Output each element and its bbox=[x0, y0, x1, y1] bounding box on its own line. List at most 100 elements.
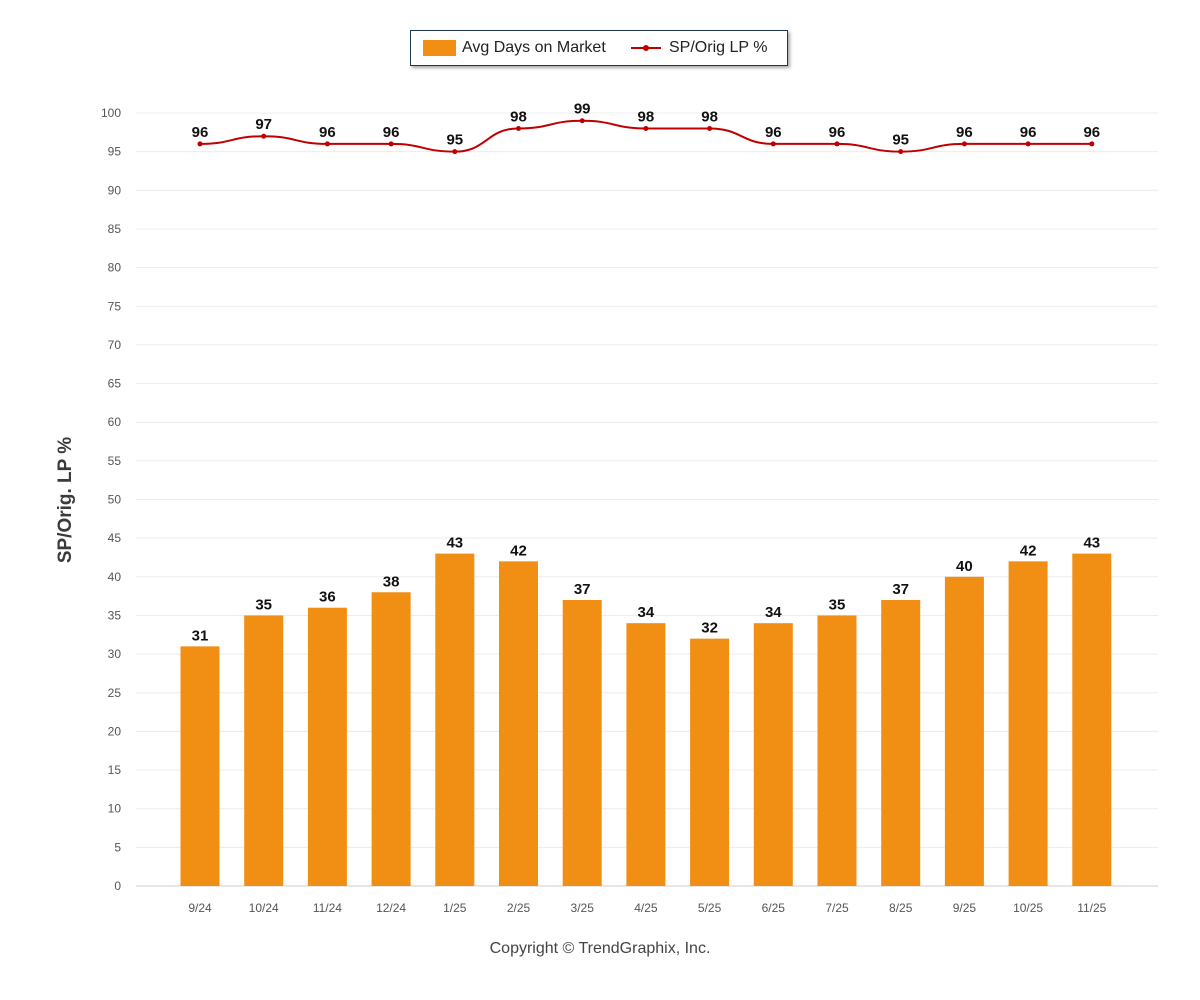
bar-value-label: 36 bbox=[319, 589, 336, 606]
bar-value-label: 43 bbox=[1083, 535, 1100, 552]
x-tick-label: 5/25 bbox=[698, 901, 722, 915]
x-tick-label: 8/25 bbox=[889, 901, 913, 915]
y-tick-label: 95 bbox=[108, 145, 122, 159]
line-value-label: 96 bbox=[383, 124, 400, 141]
bar bbox=[1072, 553, 1112, 886]
line-point bbox=[516, 125, 521, 131]
y-tick-label: 0 bbox=[114, 879, 121, 893]
line-value-label: 97 bbox=[255, 116, 272, 133]
x-tick-label: 10/24 bbox=[249, 901, 279, 915]
y-tick-label: 45 bbox=[108, 531, 122, 545]
line-point bbox=[197, 141, 203, 147]
line-point bbox=[1025, 141, 1031, 147]
x-tick-label: 3/25 bbox=[571, 901, 595, 915]
bar bbox=[1008, 561, 1048, 886]
y-tick-label: 100 bbox=[101, 106, 121, 120]
bar bbox=[753, 623, 793, 886]
legend-item-sp-orig-lp[interactable]: SP/Orig LP % bbox=[631, 39, 767, 57]
bar-value-label: 34 bbox=[638, 604, 655, 621]
bar-value-label: 31 bbox=[192, 627, 209, 644]
bar-value-label: 35 bbox=[255, 596, 272, 613]
line-point bbox=[388, 141, 394, 147]
line-point bbox=[643, 125, 649, 131]
line-point bbox=[770, 141, 776, 147]
line-value-label: 96 bbox=[956, 124, 973, 141]
y-tick-label: 70 bbox=[108, 338, 122, 352]
bar-value-label: 37 bbox=[574, 581, 591, 598]
bar-value-label: 40 bbox=[956, 558, 973, 575]
bar-value-label: 32 bbox=[701, 620, 718, 637]
line-value-label: 96 bbox=[1020, 124, 1037, 141]
bar bbox=[499, 561, 538, 886]
x-tick-label: 7/25 bbox=[825, 901, 849, 915]
line-value-label: 95 bbox=[446, 132, 463, 149]
x-tick-label: 9/25 bbox=[953, 901, 977, 915]
y-tick-label: 55 bbox=[108, 454, 122, 468]
y-tick-label: 85 bbox=[108, 222, 122, 236]
line-point bbox=[1089, 141, 1095, 147]
line-point bbox=[324, 141, 330, 147]
y-tick-label: 20 bbox=[108, 724, 122, 738]
copyright-footer: Copyright © TrendGraphix, Inc. bbox=[489, 940, 711, 957]
bar bbox=[817, 615, 857, 886]
x-tick-label: 9/24 bbox=[188, 901, 212, 915]
bar bbox=[180, 646, 220, 886]
x-tick-label: 11/24 bbox=[313, 901, 342, 915]
legend-line-label: SP/Orig LP % bbox=[669, 39, 768, 56]
line-value-label: 99 bbox=[574, 101, 591, 118]
bar-value-label: 42 bbox=[1020, 542, 1037, 559]
y-tick-label: 50 bbox=[108, 493, 122, 507]
y-tick-label: 60 bbox=[108, 415, 122, 429]
line-value-label: 95 bbox=[892, 132, 909, 149]
line-value-label: 98 bbox=[510, 108, 527, 125]
x-tick-label: 10/25 bbox=[1013, 901, 1043, 915]
bar-value-label: 34 bbox=[765, 604, 782, 621]
y-tick-label: 30 bbox=[108, 647, 122, 661]
bar bbox=[562, 599, 602, 886]
line-value-label: 98 bbox=[638, 108, 655, 125]
x-tick-label: 1/25 bbox=[443, 901, 467, 915]
bar bbox=[690, 638, 730, 886]
line-value-label: 98 bbox=[701, 108, 718, 125]
line-point bbox=[898, 149, 904, 155]
bar-value-label: 43 bbox=[446, 535, 463, 552]
y-tick-label: 65 bbox=[108, 377, 122, 391]
line-point bbox=[452, 149, 458, 155]
legend-bar-label: Avg Days on Market bbox=[462, 39, 606, 56]
y-tick-label: 10 bbox=[108, 802, 122, 816]
bar bbox=[307, 607, 347, 886]
line-value-label: 96 bbox=[829, 124, 846, 141]
x-tick-label: 11/25 bbox=[1077, 901, 1106, 915]
legend-item-avg-days[interactable]: Avg Days on Market bbox=[423, 39, 606, 57]
y-tick-label: 15 bbox=[108, 763, 122, 777]
y-tick-label: 35 bbox=[108, 608, 122, 622]
legend: Avg Days on Market SP/Orig LP % bbox=[410, 30, 788, 66]
bar bbox=[435, 553, 475, 886]
y-tick-label: 40 bbox=[108, 570, 122, 584]
x-tick-label: 4/25 bbox=[634, 901, 658, 915]
y-tick-label: 80 bbox=[108, 261, 122, 275]
line-point bbox=[707, 125, 713, 131]
bar bbox=[626, 623, 666, 886]
line-value-label: 96 bbox=[1083, 124, 1100, 141]
line-value-label: 96 bbox=[319, 124, 336, 141]
y-tick-label: 75 bbox=[108, 299, 122, 313]
x-tick-label: 12/24 bbox=[376, 901, 406, 915]
x-tick-label: 2/25 bbox=[507, 901, 531, 915]
legend-line-swatch bbox=[631, 40, 661, 56]
legend-bar-swatch bbox=[423, 40, 456, 56]
line-point bbox=[834, 141, 840, 147]
bar-value-label: 38 bbox=[383, 573, 400, 590]
bar bbox=[944, 576, 984, 886]
line-value-label: 96 bbox=[765, 124, 782, 141]
bar-value-label: 35 bbox=[829, 596, 846, 613]
y-tick-label: 5 bbox=[114, 840, 121, 854]
bar-value-label: 37 bbox=[892, 581, 909, 598]
x-tick-label: 6/25 bbox=[762, 901, 786, 915]
bar bbox=[371, 592, 411, 886]
line-point bbox=[579, 118, 585, 124]
y-tick-label: 25 bbox=[108, 686, 122, 700]
line-value-label: 96 bbox=[192, 124, 209, 141]
y-tick-label: 90 bbox=[108, 183, 122, 197]
